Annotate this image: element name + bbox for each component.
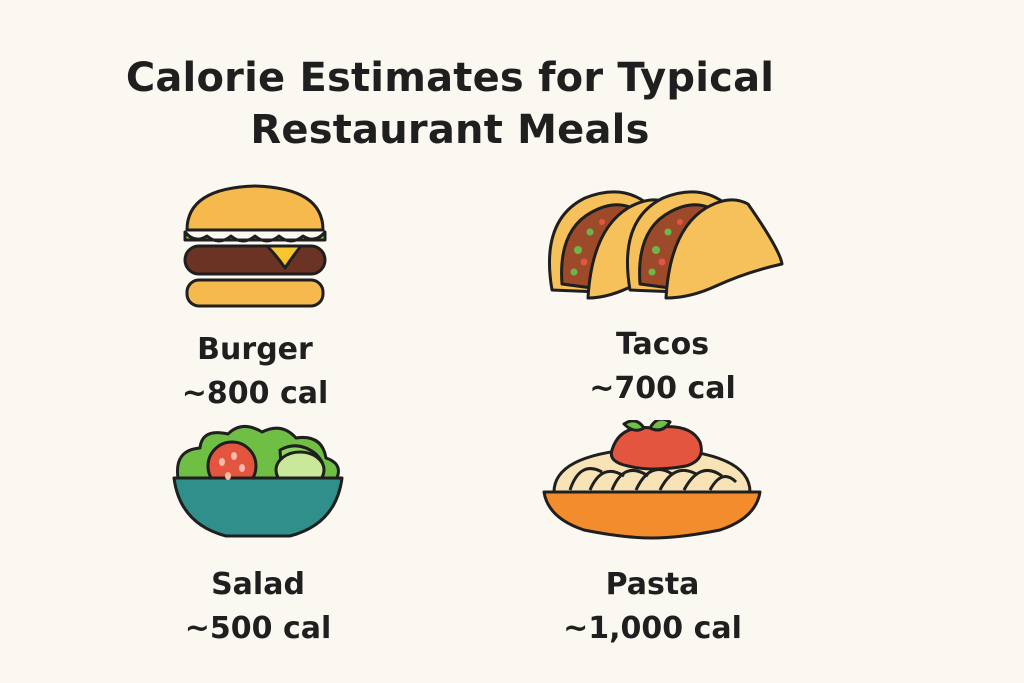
meal-name: Burger [197,332,313,367]
meal-calories: ~1,000 cal [563,610,742,646]
burger-icon [183,184,327,308]
salad-icon [172,425,344,538]
meal-name: Pasta [605,567,700,602]
meal-card-tacos: Tacos ~700 cal [535,180,790,410]
tacos-icon [548,190,784,300]
meal-card-salad: Salad ~500 cal [140,420,376,650]
meal-calories: ~700 cal [589,370,736,406]
meal-card-burger: Burger ~800 cal [140,180,370,415]
title-line-2: Restaurant Meals [250,107,650,153]
pasta-icon [542,420,762,540]
meal-card-pasta: Pasta ~1,000 cal [530,420,775,650]
meal-name: Tacos [615,327,710,362]
meal-calories: ~800 cal [181,375,329,411]
meal-name: Salad [211,567,305,602]
meal-calories: ~500 cal [184,610,332,646]
title-line-1: Calorie Estimates for Typical [125,55,775,101]
page-title: Calorie Estimates for Typical Restaurant… [60,52,840,156]
